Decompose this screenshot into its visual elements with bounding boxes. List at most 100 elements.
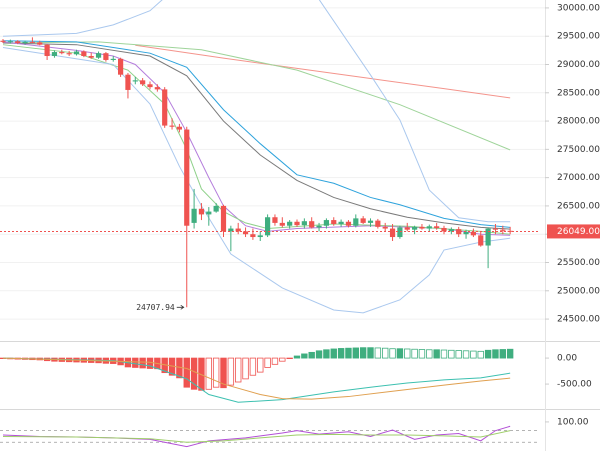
last-price-label: 26049.00 bbox=[557, 227, 600, 237]
macd-bar bbox=[367, 347, 374, 359]
candle-body bbox=[37, 42, 43, 45]
candle-body bbox=[235, 228, 241, 232]
macd-bar bbox=[293, 355, 301, 359]
macd-bar bbox=[234, 357, 242, 383]
macd-line bbox=[2, 357, 511, 400]
overlay-line bbox=[2, 40, 511, 228]
candle-body bbox=[140, 80, 146, 85]
candle-body bbox=[301, 221, 307, 226]
candle-body bbox=[463, 231, 469, 235]
candle-body bbox=[360, 218, 366, 223]
candle-body bbox=[191, 208, 197, 223]
candle-body bbox=[250, 234, 256, 238]
candle-body bbox=[404, 227, 410, 230]
y-tick-label: 25000.00 bbox=[557, 286, 600, 296]
macd-bar bbox=[242, 357, 249, 380]
candle-body bbox=[15, 41, 21, 43]
candle-body bbox=[294, 221, 300, 226]
candle-body bbox=[323, 220, 329, 226]
candle-body bbox=[206, 211, 212, 215]
candle-body bbox=[88, 56, 94, 58]
y-tick-label: 24500.00 bbox=[557, 315, 600, 325]
candle-body bbox=[29, 41, 35, 43]
macd-bar bbox=[146, 357, 154, 369]
y-tick-label: 27000.00 bbox=[557, 173, 600, 183]
macd-bar bbox=[205, 357, 212, 390]
candle-body bbox=[51, 52, 58, 57]
candle-body bbox=[22, 41, 28, 43]
macd-bar bbox=[220, 357, 227, 389]
macd-bar bbox=[271, 357, 279, 365]
macd-bar bbox=[433, 349, 440, 359]
candle-body bbox=[331, 220, 337, 225]
last-price-tag bbox=[547, 224, 600, 239]
candle-body bbox=[382, 226, 388, 229]
candle-body bbox=[44, 44, 50, 57]
candle-body bbox=[507, 230, 513, 232]
candle-body bbox=[279, 222, 285, 226]
annotation-arrow bbox=[176, 304, 185, 310]
candle-body bbox=[95, 53, 102, 58]
candle-body bbox=[272, 217, 278, 223]
candle-body bbox=[500, 229, 506, 231]
macd-bar bbox=[440, 349, 448, 359]
candle-body bbox=[485, 228, 491, 246]
macd-bar bbox=[477, 350, 484, 359]
candle-body bbox=[412, 226, 418, 230]
macd-bar bbox=[337, 348, 345, 359]
macd-bar bbox=[484, 349, 492, 359]
candle-body bbox=[456, 229, 462, 235]
macd-bar bbox=[470, 350, 477, 359]
macd-bar bbox=[279, 357, 286, 362]
candle-body bbox=[426, 226, 432, 229]
y-tick-label: 29000.00 bbox=[557, 60, 600, 70]
macd-bar bbox=[308, 351, 315, 359]
candle-body bbox=[154, 87, 160, 90]
macd-bar bbox=[257, 357, 264, 373]
macd-bar bbox=[411, 348, 418, 359]
overlay-line bbox=[2, 41, 511, 151]
candle-body bbox=[213, 205, 219, 212]
macd-bar bbox=[139, 357, 146, 369]
candle-body bbox=[389, 228, 396, 238]
macd-bar bbox=[190, 357, 198, 390]
macd-bar bbox=[374, 347, 382, 359]
overlay-line bbox=[2, 42, 511, 230]
candle-body bbox=[441, 227, 447, 232]
y-tick-label: 25500.00 bbox=[557, 258, 600, 268]
macd-bar bbox=[462, 350, 470, 359]
y-tick-label: 27500.00 bbox=[557, 145, 600, 155]
candle-body bbox=[397, 227, 403, 238]
macd-bar bbox=[212, 357, 220, 388]
candle-body bbox=[132, 80, 138, 82]
macd-pane bbox=[0, 347, 514, 403]
y-tick-label: 0.00 bbox=[557, 354, 577, 364]
candle-body bbox=[110, 58, 116, 60]
macd-bar bbox=[404, 348, 411, 359]
macd-bar bbox=[323, 349, 330, 359]
candle-body bbox=[73, 51, 80, 55]
y-tick-label: 100.00 bbox=[557, 417, 589, 427]
candle-body bbox=[66, 53, 72, 55]
axis: 24500.0025000.0025500.0026000.0026500.00… bbox=[545, 3, 600, 427]
candle-body bbox=[309, 221, 315, 228]
candle-body bbox=[345, 221, 352, 226]
rsi-line bbox=[2, 430, 511, 443]
candle-body bbox=[125, 74, 131, 90]
macd-bar bbox=[301, 353, 308, 359]
candle-body bbox=[287, 221, 293, 226]
candle-body bbox=[81, 51, 87, 57]
macd-bar bbox=[359, 347, 367, 359]
overlay-line bbox=[135, 44, 511, 99]
candle-body bbox=[257, 235, 263, 238]
y-tick-label: 28500.00 bbox=[557, 88, 600, 98]
macd-bar bbox=[132, 357, 139, 368]
macd-bar bbox=[249, 357, 257, 376]
candle-body bbox=[220, 205, 227, 232]
candle-body bbox=[118, 58, 124, 75]
candle-body bbox=[316, 225, 322, 228]
y-tick-label: 29500.00 bbox=[557, 32, 600, 42]
candle-body bbox=[478, 235, 484, 246]
candle-body bbox=[228, 228, 234, 232]
macd-bar bbox=[418, 349, 426, 359]
